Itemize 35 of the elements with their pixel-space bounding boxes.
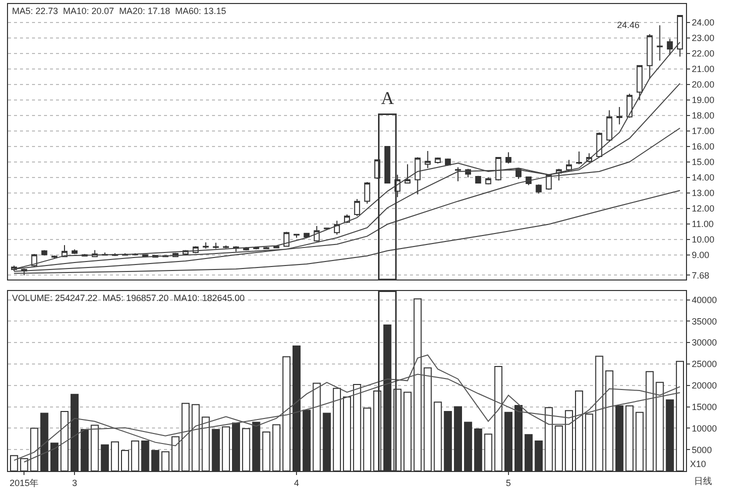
y-tick-label: 40000 [692, 294, 717, 305]
text: 日线 [694, 476, 712, 486]
y-tick-label: 19.00 [692, 95, 714, 106]
annotation: 24.46 [617, 20, 640, 30]
text: X10 [690, 459, 706, 469]
y-tick-label: 10.00 [692, 234, 714, 244]
y-tick-label: 11.00 [692, 218, 714, 229]
y-tick-label: 10000 [692, 423, 717, 434]
y-tick-label: 25000 [692, 359, 717, 370]
y-tick-label: 15000 [692, 402, 717, 412]
y-tick-label: 7.68 [692, 270, 710, 280]
y-tick-label: 5000 [692, 444, 712, 455]
annotation: MA5: 22.73 MA10: 20.07 MA20: 17.18 MA60: 13.15 [12, 6, 226, 16]
y-tick-label: 20000 [692, 380, 717, 391]
y-tick-label: 16.00 [692, 142, 714, 152]
x-tick-label: 5 [506, 478, 511, 488]
annotation: VOLUME: 254247.22 MA5: 196857.20 MA10: 182645.00 [12, 293, 245, 303]
y-tick-label: 23.00 [692, 33, 714, 44]
y-tick-label: 18.00 [692, 110, 714, 121]
y-tick-label: 22.00 [692, 48, 714, 59]
y-tick-label: 9.00 [692, 250, 710, 260]
y-tick-label: 30000 [692, 338, 717, 348]
x-tick-label: 2015年 [10, 478, 39, 488]
y-tick-label: 15.00 [692, 157, 714, 168]
y-tick-label: 21.00 [692, 64, 714, 74]
y-tick-label: 20.00 [692, 80, 714, 90]
y-tick-label: 17.00 [692, 126, 714, 136]
x-tick-label: 4 [294, 478, 300, 488]
y-tick-label: 24.00 [692, 18, 714, 28]
y-tick-label: 14.00 [692, 172, 714, 183]
annotation: A [381, 88, 394, 108]
y-tick-label: 12.00 [692, 203, 714, 214]
y-tick-label: 35000 [692, 316, 717, 326]
x-tick-label: 3 [72, 478, 78, 488]
y-tick-label: 13.00 [692, 188, 714, 198]
